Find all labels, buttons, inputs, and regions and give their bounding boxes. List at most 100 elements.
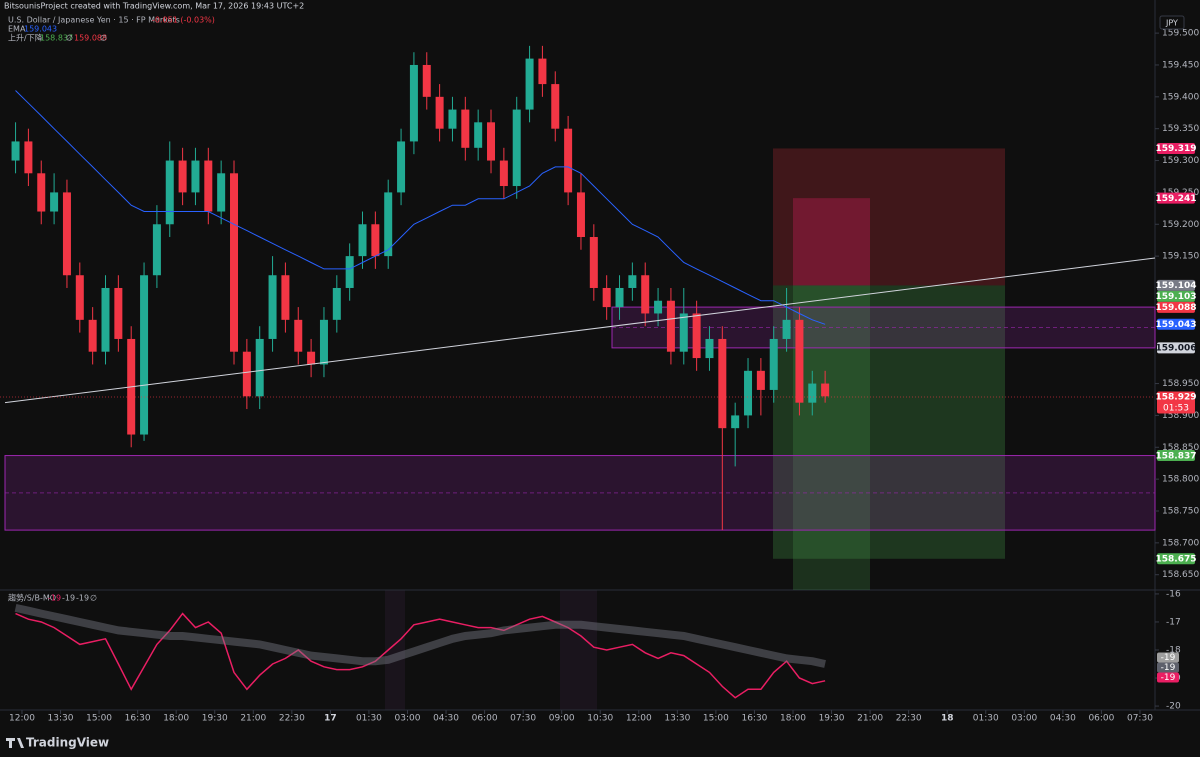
candle-body — [114, 287, 123, 339]
price-label: 159.319 — [1156, 144, 1197, 154]
osc-shade — [385, 590, 405, 710]
st-down-sym: ∅ — [100, 34, 107, 43]
osc-label-box — [1157, 652, 1179, 663]
osc-y-tick-label: -17 — [1166, 617, 1181, 627]
ema-line — [15, 90, 826, 325]
price-label: 159.104 — [1156, 281, 1197, 291]
trendline — [4, 257, 1156, 404]
candle-body — [615, 287, 624, 308]
symbol: U.S. Dollar / Japanese Yen · 15 · FP Mar… — [8, 16, 180, 25]
x-tick-label: 15:00 — [86, 714, 112, 724]
plot — [0, 45, 1156, 699]
candle-body — [692, 313, 701, 359]
price-label-box — [1157, 553, 1195, 565]
x-tick-label: 01:30 — [356, 714, 382, 724]
x-tick-label: 12:00 — [626, 714, 652, 724]
x-tick-label: 07:30 — [1127, 714, 1153, 724]
candle-body — [75, 275, 84, 320]
candle-body — [782, 319, 791, 339]
osc-line — [15, 612, 826, 699]
x-tick-label: 16:30 — [741, 714, 767, 724]
y-tick-label: 158.900 — [1162, 411, 1199, 421]
price-label-box — [1157, 450, 1195, 462]
ema-value: 159.043 — [24, 25, 57, 34]
candle-body — [808, 383, 817, 403]
candle-body — [358, 224, 367, 257]
candle-body — [602, 287, 611, 308]
candle-body — [435, 96, 444, 129]
axes: 159.500 159.450 159.400 159.350 159.300 159.2… — [9, 29, 1199, 724]
price-label: 159.006 — [1156, 344, 1197, 354]
price-label: 158.929 — [1156, 393, 1197, 403]
x-tick-label: 09:00 — [549, 714, 575, 724]
candle-body — [101, 287, 110, 352]
price-label-box — [1157, 290, 1195, 302]
x-tick-label: 12:00 — [9, 714, 35, 724]
y-tick-label: 158.750 — [1162, 506, 1199, 516]
candle-body — [718, 338, 727, 429]
candle-body — [397, 141, 406, 193]
candle-body — [345, 256, 354, 288]
x-tick-label: 18:00 — [163, 714, 189, 724]
candle-body — [11, 141, 20, 161]
osc-signal-band — [14, 603, 826, 668]
x-tick-label: 13:30 — [664, 714, 690, 724]
candle-body — [628, 275, 637, 288]
candle-body — [474, 122, 483, 148]
inner-risk — [793, 198, 870, 286]
x-tick-label: 17 — [324, 714, 337, 724]
x-tick-label: 04:30 — [433, 714, 459, 724]
osc-y-tick-label: -16 — [1166, 589, 1181, 599]
candle-body — [679, 313, 688, 352]
osc-label: -19 — [1161, 653, 1176, 663]
currency-box[interactable] — [1159, 15, 1185, 30]
candle-body — [50, 192, 59, 212]
x-tick-label: 06:00 — [1088, 714, 1114, 724]
candle-body — [217, 173, 226, 212]
candle-body — [307, 351, 316, 365]
x-tick-label: 16:30 — [125, 714, 151, 724]
candle-body — [576, 192, 585, 238]
candle-body — [744, 370, 753, 416]
candle-body — [654, 300, 663, 314]
candle-body — [255, 338, 264, 397]
price-label-box — [1157, 391, 1195, 414]
x-tick-label: 06:00 — [472, 714, 498, 724]
candle-body — [422, 64, 431, 97]
price-label: 159.088 — [1156, 303, 1197, 313]
candle-body — [448, 109, 457, 129]
candle-body — [268, 275, 277, 339]
candle-body — [641, 275, 650, 314]
x-tick-label: 19:30 — [819, 714, 845, 724]
candle-body — [487, 122, 496, 161]
price-label: 158.837 — [1156, 451, 1197, 461]
osc-shade — [560, 590, 597, 710]
x-tick-label: 07:30 — [510, 714, 536, 724]
candle-body — [705, 338, 714, 359]
candle-body — [551, 84, 560, 129]
candle-body — [384, 192, 393, 257]
x-tick-label: 01:30 — [973, 714, 999, 724]
y-tick-label: 159.450 — [1162, 60, 1199, 70]
candle-body — [191, 160, 200, 193]
candle-body — [152, 224, 161, 276]
st-down: 159.088 — [74, 34, 107, 43]
candle-body — [230, 173, 239, 352]
osc-y-tick-label: -18 — [1166, 646, 1181, 656]
osc-legend: -19 — [48, 594, 61, 603]
candle-body — [319, 319, 328, 365]
price-label: 159.043 — [1156, 320, 1197, 330]
price-label-box — [1157, 318, 1195, 330]
osc-label-box — [1157, 672, 1179, 683]
candle-body — [795, 319, 804, 403]
position-risk — [773, 148, 1005, 286]
candle-body — [371, 224, 380, 257]
candle-body — [140, 275, 149, 435]
osc-y-tick-label: -20 — [1166, 702, 1181, 712]
st-label: 上升/下降 — [8, 33, 43, 43]
currency: JPY — [1165, 19, 1178, 28]
logo-mark — [6, 738, 24, 748]
candle-body — [756, 370, 765, 390]
osc-label-box — [1157, 662, 1179, 673]
